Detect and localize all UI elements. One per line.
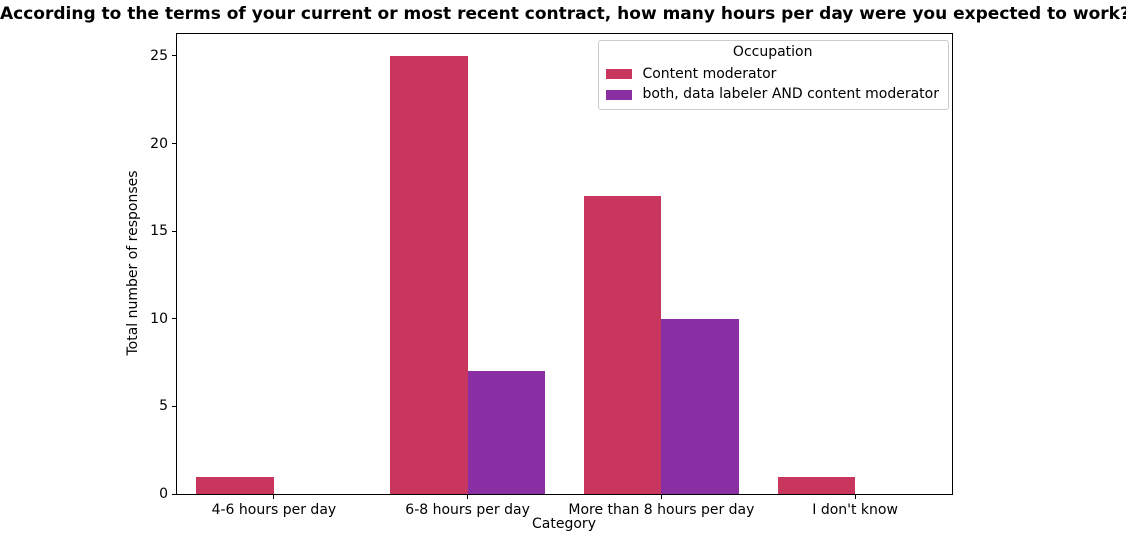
y-tick-label: 0 — [159, 486, 168, 502]
legend-swatch — [606, 69, 633, 80]
legend-item: Content moderator — [606, 65, 939, 82]
x-tick — [854, 495, 856, 499]
y-tick — [172, 318, 176, 320]
y-tick — [172, 493, 176, 495]
bar — [390, 55, 468, 494]
y-tick-label: 10 — [150, 310, 168, 327]
legend-label: Content moderator — [642, 65, 777, 82]
x-tick-label: More than 8 hours per day — [568, 502, 755, 518]
legend: Occupation Content moderator both, data l… — [598, 40, 949, 111]
x-axis-label: Category — [532, 516, 596, 532]
x-tick-label: 6-8 hours per day — [405, 502, 530, 518]
legend-items: Content moderator both, data labeler AND … — [606, 65, 939, 103]
x-tick — [273, 495, 275, 499]
y-tick-label: 20 — [150, 135, 168, 152]
bar — [467, 371, 546, 494]
y-tick — [172, 405, 176, 407]
legend-label: both, data labeler AND content moderator — [642, 85, 939, 102]
y-tick — [172, 230, 176, 232]
legend-item: both, data labeler AND content moderator — [606, 85, 939, 102]
y-axis-label: Total number of responses — [125, 170, 141, 356]
y-tick-label: 5 — [159, 398, 168, 415]
y-tick — [172, 55, 176, 57]
bar — [196, 476, 274, 494]
y-tick — [172, 143, 176, 144]
x-tick — [467, 495, 469, 499]
x-tick — [660, 495, 662, 499]
bar — [777, 476, 856, 494]
y-tick-label: 15 — [150, 223, 168, 240]
legend-title: Occupation — [732, 44, 813, 60]
chart-title: According to the terms of your current o… — [0, 4, 1126, 24]
x-tick-label: I don't know — [812, 502, 898, 518]
plot-area: Occupation Content moderator both, data l… — [150, 33, 953, 517]
bar — [661, 318, 739, 494]
bar — [583, 196, 662, 494]
x-tick-label: 4-6 hours per day — [211, 502, 337, 518]
y-tick-label: 25 — [150, 47, 168, 64]
legend-swatch — [606, 89, 633, 100]
